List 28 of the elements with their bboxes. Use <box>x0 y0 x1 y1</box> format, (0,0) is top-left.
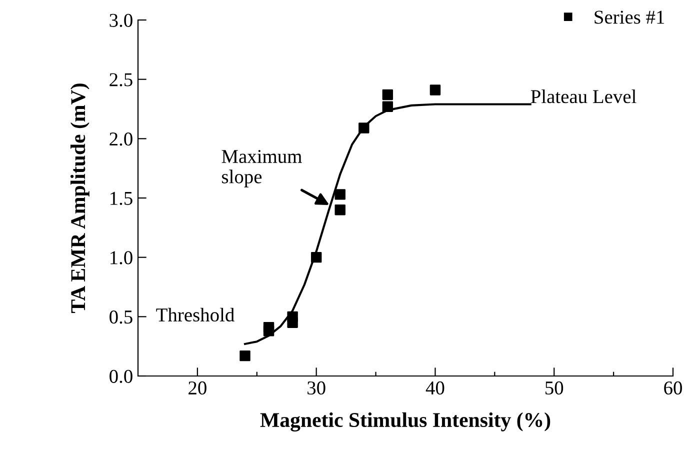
y-tick-label: 1.0 <box>110 251 132 264</box>
point <box>310 252 322 263</box>
point <box>358 122 370 134</box>
annotation: Threshold <box>156 308 234 322</box>
y-tick-label: 1.5 <box>110 192 132 206</box>
x-tick-label: 60 <box>664 381 682 395</box>
point <box>382 89 394 100</box>
point <box>430 84 441 96</box>
point <box>263 322 274 333</box>
point <box>287 311 298 322</box>
point <box>240 350 250 362</box>
legend-label: Series #1 <box>594 10 664 24</box>
x-axis-title: Magnetic Stimulus Intensity (%) <box>260 412 550 432</box>
x-tick-label: 40 <box>426 381 444 395</box>
y-tick-label: 2.5 <box>110 73 132 86</box>
x-tick-label: 30 <box>308 381 326 395</box>
y-tick-label: 0.0 <box>110 370 132 384</box>
x-tick-label: 50 <box>546 381 564 395</box>
point <box>334 204 346 216</box>
y-tick-label: 0.5 <box>110 310 132 324</box>
x-tick-label: 20 <box>188 381 206 395</box>
point <box>334 189 346 200</box>
point <box>382 101 394 112</box>
y-tick-label: 3.0 <box>110 14 132 28</box>
annotation: Plateau Level <box>530 90 636 104</box>
y-tick-label: 2.0 <box>110 132 132 146</box>
y-axis-title: TA EMR Amplitude (mV) <box>70 84 90 313</box>
annotation: Maximum slope <box>222 150 302 188</box>
